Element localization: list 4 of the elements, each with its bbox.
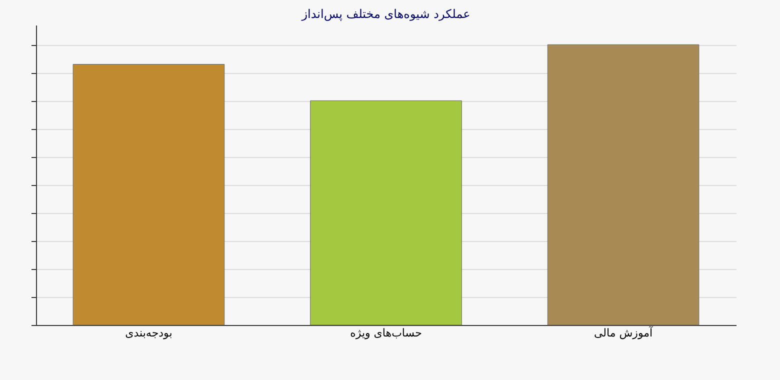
chart-title: عملکرد شیوه‌های مختلف پس‌انداز <box>300 7 470 21</box>
x-tick-label: آموزش مالی <box>594 326 654 340</box>
x-tick-label: بودجه‌بندی <box>125 326 172 340</box>
x-tick-label: حساب‌های ویژه <box>350 326 422 340</box>
